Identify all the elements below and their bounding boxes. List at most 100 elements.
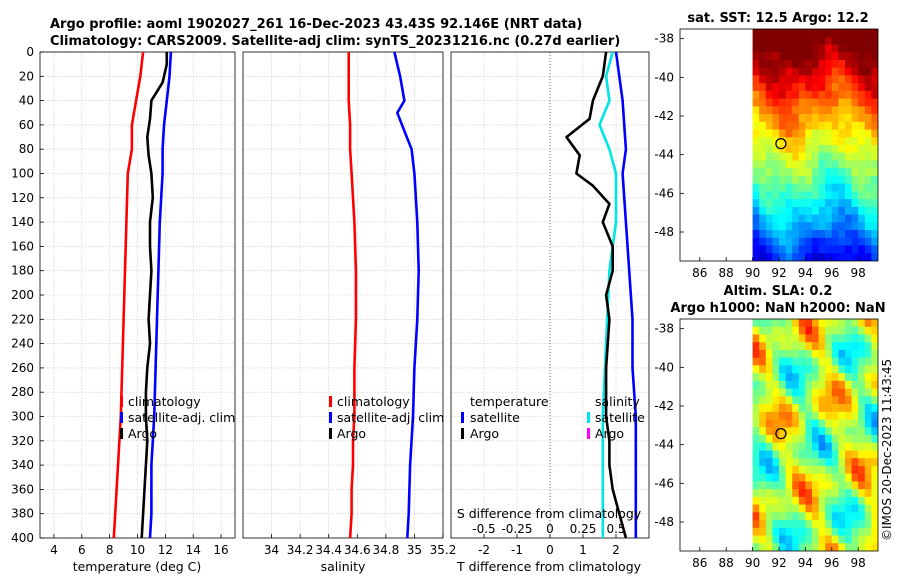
heatmap-cell xyxy=(785,411,793,421)
heatmap-cell xyxy=(779,67,787,76)
heatmap-cell xyxy=(831,106,839,115)
heatmap-cell xyxy=(871,214,878,223)
heatmap-cell xyxy=(845,357,853,366)
heatmap-cell xyxy=(818,214,826,223)
heatmap-cell xyxy=(805,168,813,177)
legend-label-argo: Argo xyxy=(128,426,157,441)
heatmap-cell xyxy=(838,214,846,223)
heatmap-cell xyxy=(785,152,793,162)
heatmap-cell xyxy=(851,98,859,107)
heatmap-cell xyxy=(871,52,878,61)
heatmap-cell xyxy=(759,342,767,351)
heatmap-cell xyxy=(772,36,780,46)
heatmap-cell xyxy=(779,435,787,444)
heatmap-cell xyxy=(831,404,839,413)
heatmap-cell xyxy=(838,504,846,513)
heatmap-cell xyxy=(864,67,872,76)
heatmap-cell xyxy=(792,168,800,177)
heatmap-cell xyxy=(818,411,826,421)
heatmap-cell xyxy=(851,535,859,544)
heatmap-cell xyxy=(759,44,767,53)
heatmap-cell xyxy=(864,334,872,343)
heatmap-cell xyxy=(864,106,872,115)
heatmap-cell xyxy=(845,137,853,146)
heatmap-cell xyxy=(838,175,846,185)
heatmap-cell xyxy=(818,52,826,61)
heatmap-cell xyxy=(825,75,833,84)
heatmap-cell xyxy=(858,83,866,92)
heatmap-cell xyxy=(812,435,820,444)
heatmap-cell xyxy=(759,481,767,490)
map-y-tick-label: -42 xyxy=(654,109,674,123)
heatmap-cell xyxy=(779,121,787,131)
heatmap-cell xyxy=(858,230,866,239)
heatmap-cell xyxy=(759,450,767,459)
heatmap-cell xyxy=(752,319,760,328)
heatmap-cell xyxy=(765,183,773,192)
heatmap-cell xyxy=(845,473,853,482)
heatmap-cell xyxy=(858,319,866,328)
heatmap-cell xyxy=(825,496,833,506)
heatmap-cell xyxy=(779,442,787,452)
heatmap-cell xyxy=(845,427,853,436)
heatmap-cell xyxy=(851,183,859,192)
heatmap-cell xyxy=(792,52,800,61)
heatmap-cell xyxy=(812,373,820,382)
heatmap-cell xyxy=(871,175,878,185)
heatmap-cell xyxy=(779,326,787,336)
heatmap-cell xyxy=(845,543,853,551)
heatmap-cell xyxy=(805,520,813,529)
heatmap-cell xyxy=(845,435,853,444)
heatmap-cell xyxy=(772,52,780,61)
x2-tick-label: -0.25 xyxy=(501,522,532,536)
heatmap-cell xyxy=(772,230,780,239)
heatmap-cell xyxy=(752,152,760,162)
heatmap-cell xyxy=(858,114,866,123)
heatmap-cell xyxy=(812,473,820,482)
heatmap-cell xyxy=(812,90,820,100)
heatmap-cell xyxy=(871,349,878,359)
heatmap-cell xyxy=(812,237,820,247)
heatmap-cell xyxy=(785,222,793,231)
heatmap-cell xyxy=(752,145,760,154)
heatmap-cell xyxy=(825,504,833,513)
heatmap-cell xyxy=(779,75,787,84)
heatmap-cell xyxy=(759,75,767,84)
heatmap-cell xyxy=(864,365,872,374)
heatmap-cell xyxy=(851,357,859,366)
heatmap-cell xyxy=(838,44,846,53)
heatmap-cell xyxy=(752,114,760,123)
heatmap-cell xyxy=(864,114,872,123)
legend-swatch-climatology xyxy=(329,396,332,407)
heatmap-cell xyxy=(871,152,878,162)
heatmap-cell xyxy=(831,253,839,261)
heatmap-cell xyxy=(779,450,787,459)
map-x-tick-label: 86 xyxy=(692,266,707,280)
heatmap-cell xyxy=(845,458,853,467)
heatmap-cell xyxy=(825,121,833,131)
heatmap-cell xyxy=(759,543,767,551)
heatmap-cell xyxy=(845,504,853,513)
heatmap-cell xyxy=(792,458,800,467)
heatmap-cell xyxy=(831,36,839,46)
heatmap-cell xyxy=(831,373,839,382)
heatmap-cell xyxy=(812,319,820,328)
heatmap-cell xyxy=(871,29,878,38)
title-line-1: Argo profile: aoml 1902027_261 16-Dec-20… xyxy=(50,17,582,32)
heatmap-cell xyxy=(752,465,760,475)
heatmap-cell xyxy=(798,83,806,92)
heatmap-cell xyxy=(752,44,760,53)
heatmap-cell xyxy=(798,152,806,162)
heatmap-cell xyxy=(858,137,866,146)
heatmap-cell xyxy=(858,191,866,200)
heatmap-cell xyxy=(851,137,859,146)
heatmap-cell xyxy=(765,319,773,328)
heatmap-cell xyxy=(792,199,800,208)
heatmap-cell xyxy=(752,349,760,359)
difference-x2label: S difference from climatology xyxy=(457,506,642,521)
legend-label-t-argo: Argo xyxy=(470,426,499,441)
heatmap-cell xyxy=(759,435,767,444)
map-x-tick-label: 88 xyxy=(719,266,734,280)
heatmap-cell xyxy=(858,388,866,397)
heatmap-cell xyxy=(798,512,806,521)
